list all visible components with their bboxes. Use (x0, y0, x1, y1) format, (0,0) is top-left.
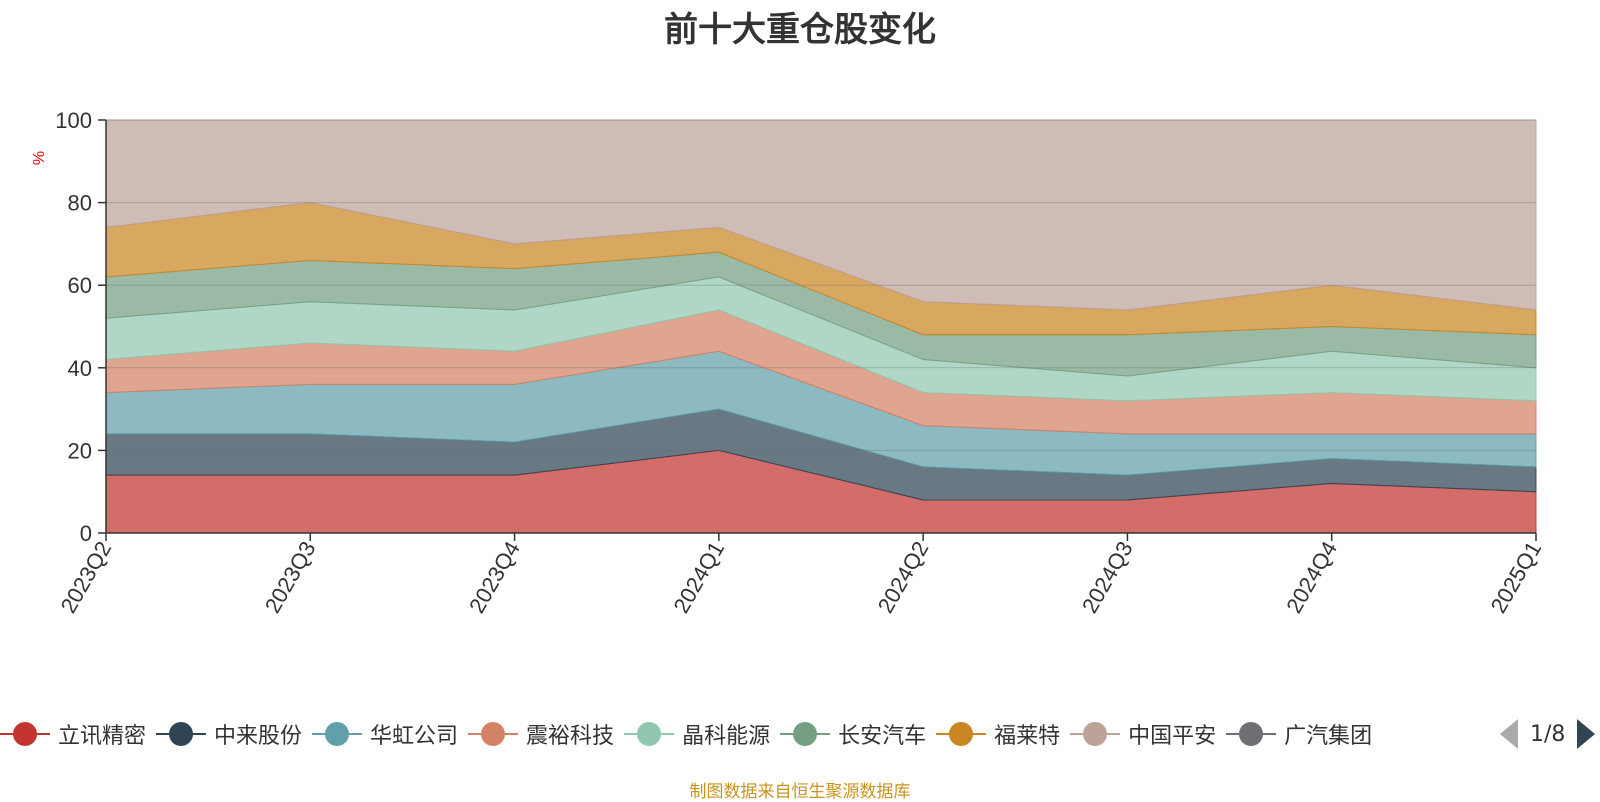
source-note: 制图数据来自恒生聚源数据库 (689, 782, 911, 802)
x-tick-label: 2024Q2 (873, 537, 934, 617)
x-tick-label: 2025Q1 (1486, 537, 1547, 617)
next-page-icon[interactable] (1577, 719, 1596, 749)
legend: 立讯精密 中来股份 华虹公司 震裕科技 晶科能源 长安汽车 福莱特 中国平安 广汽集团 (0, 716, 1480, 752)
grid-lines (106, 119, 1536, 451)
x-tick-label: 2024Q1 (668, 537, 729, 617)
legend-item[interactable]: 震裕科技 (468, 716, 614, 752)
legend-label: 福莱特 (994, 724, 1061, 749)
x-tick-label: 2024Q4 (1281, 537, 1342, 617)
legend-marker-icon (468, 722, 519, 746)
area-series-group (105, 119, 1537, 534)
legend-label: 立讯精密 (58, 724, 147, 749)
legend-label: 华虹公司 (370, 724, 459, 749)
y-tick-label: 80 (68, 191, 92, 216)
legend-item[interactable]: 晶科能源 (624, 716, 770, 752)
legend-marker-icon (936, 722, 987, 746)
legend-marker-icon (1226, 722, 1277, 746)
legend-marker-icon (312, 722, 363, 746)
legend-marker-icon (780, 722, 831, 746)
legend-label: 震裕科技 (526, 724, 615, 749)
y-tick-label: 0 (80, 521, 92, 546)
legend-item[interactable]: 福莱特 (936, 716, 1060, 752)
x-tick-label: 2023Q2 (56, 537, 117, 617)
area-series-8[interactable] (105, 119, 1537, 311)
legend-item[interactable]: 华虹公司 (312, 716, 458, 752)
legend-marker-icon (0, 722, 50, 746)
legend-label: 长安汽车 (838, 724, 927, 749)
y-axis-label: % (31, 151, 48, 165)
x-tick-label: 2023Q4 (464, 537, 525, 617)
legend-marker-icon (156, 722, 207, 746)
legend-item[interactable]: 长安汽车 (780, 716, 926, 752)
y-tick-label: 20 (68, 438, 92, 463)
legend-marker-icon (1070, 722, 1121, 746)
legend-item[interactable]: 中国平安 (1070, 716, 1216, 752)
x-tick-label: 2024Q3 (1077, 537, 1138, 617)
legend-marker-icon (624, 722, 675, 746)
y-tick-label: 100 (55, 108, 92, 133)
chart-title: 前十大重仓股变化 (664, 10, 936, 50)
legend-label: 晶科能源 (682, 724, 771, 749)
legend-item[interactable]: 广汽集团 (1226, 716, 1372, 752)
pager-text: 1/8 (1530, 721, 1566, 747)
legend-item[interactable]: 中来股份 (156, 716, 302, 752)
legend-pager: 1/8 (1500, 716, 1596, 752)
legend-label: 中国平安 (1128, 724, 1217, 749)
y-tick-label: 40 (68, 356, 92, 381)
legend-item[interactable]: 立讯精密 (0, 716, 146, 752)
prev-page-icon[interactable] (1500, 719, 1518, 749)
x-tick-label: 2023Q3 (260, 537, 321, 617)
legend-label: 广汽集团 (1284, 724, 1373, 749)
y-tick-label: 60 (68, 273, 92, 298)
legend-label: 中来股份 (214, 724, 303, 749)
